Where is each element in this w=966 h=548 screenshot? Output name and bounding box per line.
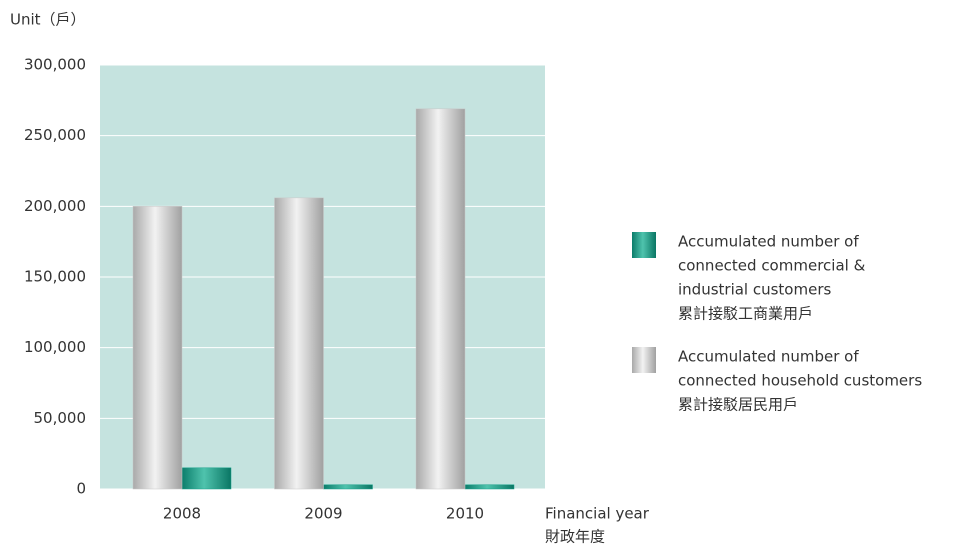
x-axis-label: Financial year (545, 505, 650, 523)
legend-label: industrial customers (678, 281, 831, 299)
x-tick-label: 2008 (163, 505, 201, 523)
y-tick-label: 250,000 (24, 126, 86, 144)
x-tick-label: 2010 (446, 505, 484, 523)
y-tick-label: 50,000 (34, 409, 87, 427)
y-tick-label: 0 (76, 480, 86, 498)
y-axis-label: Unit（戶） (10, 11, 86, 29)
y-tick-label: 200,000 (24, 197, 86, 215)
legend-label: Accumulated number of (678, 348, 859, 366)
bar (132, 206, 183, 490)
bar (323, 484, 373, 490)
legend-label: 累計接駁居民用戶 (678, 396, 798, 414)
bar (415, 108, 466, 490)
legend-label: connected commercial & (678, 257, 866, 275)
legend-label: connected household customers (678, 372, 922, 390)
bar (181, 467, 232, 490)
legend-swatch (632, 232, 656, 258)
legend-swatch (632, 347, 656, 373)
legend-label: Accumulated number of (678, 233, 859, 251)
x-axis-label: 財政年度 (545, 528, 605, 546)
y-tick-label: 300,000 (24, 56, 86, 74)
y-tick-label: 150,000 (24, 268, 86, 286)
legend-label: 累計接駁工商業用戶 (678, 305, 813, 323)
bar (464, 484, 515, 490)
y-tick-label: 100,000 (24, 338, 86, 356)
x-tick-label: 2009 (304, 505, 342, 523)
bar (274, 197, 324, 490)
